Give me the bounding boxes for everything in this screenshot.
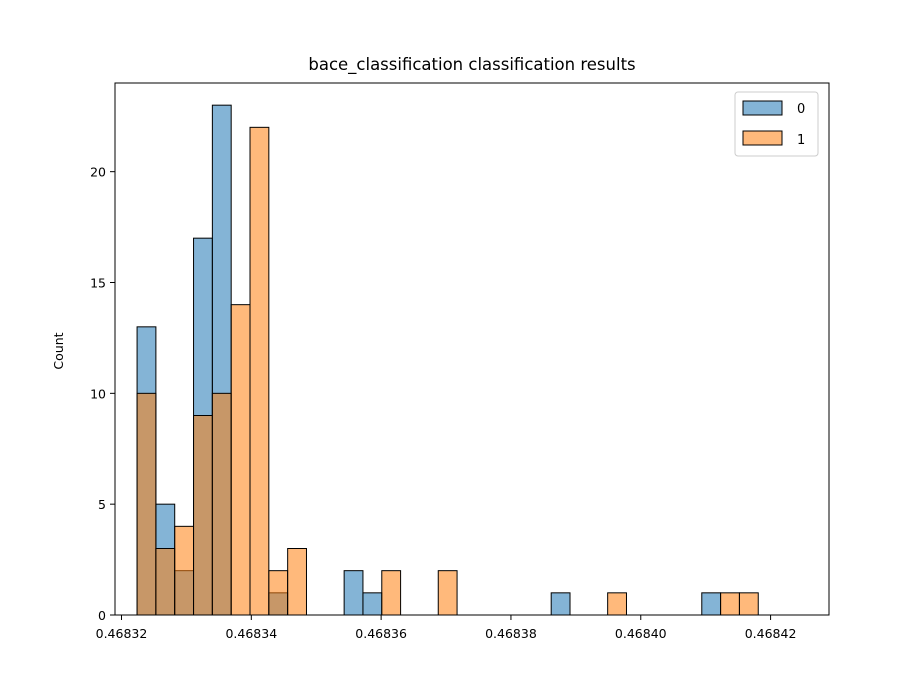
chart-title: bace_classification classification resul… <box>308 55 635 75</box>
bar-series-1-bin-31 <box>720 592 740 616</box>
bar-series-1-bin-16 <box>437 570 458 616</box>
x-tick-label: 0.46838 <box>485 626 537 641</box>
legend-swatch-0 <box>742 100 783 116</box>
x-axis: 0.46832 0.46834 0.46836 0.46838 0.46840 0.468… <box>96 615 797 641</box>
bar-series-0-bin-30 <box>701 592 722 616</box>
bar-series-0-bin-12 <box>362 592 383 616</box>
bar-series-1-bin-5 <box>230 304 251 616</box>
y-tick-label: 15 <box>90 276 106 291</box>
bar-series-1-bin-3 <box>193 415 213 616</box>
legend-swatch-1 <box>742 130 783 146</box>
y-tick-label: 5 <box>98 497 106 512</box>
bars-layer <box>136 104 759 616</box>
y-axis-label: Count <box>51 332 66 369</box>
bar-series-1-bin-0 <box>136 392 157 616</box>
bar-series-1-bin-1 <box>155 548 176 616</box>
bar-series-0-bin-22 <box>550 592 571 616</box>
y-tick-label: 0 <box>98 608 106 623</box>
x-tick-label: 0.46832 <box>96 626 148 641</box>
x-tick-label: 0.46840 <box>615 626 667 641</box>
y-tick-label: 10 <box>90 386 106 401</box>
legend: 0 1 <box>734 91 819 157</box>
y-tick-label: 20 <box>90 165 106 180</box>
plot-frame <box>114 82 830 616</box>
legend-label-1: 1 <box>797 133 805 148</box>
bar-series-1-bin-25 <box>607 592 627 616</box>
x-tick-label: 0.46842 <box>745 626 797 641</box>
bar-series-0-bin-11 <box>343 570 364 616</box>
x-tick-label: 0.46834 <box>225 626 277 641</box>
x-tick-label: 0.46836 <box>355 626 407 641</box>
bar-series-1-bin-7 <box>268 570 289 616</box>
bar-series-1-bin-2 <box>174 525 195 616</box>
bar-series-1-bin-4 <box>211 392 232 616</box>
y-axis: 0 5 10 15 20 <box>90 165 115 623</box>
bar-series-1-bin-32 <box>738 592 759 616</box>
bar-series-1-bin-8 <box>287 548 307 616</box>
bar-series-1-bin-6 <box>249 126 270 616</box>
legend-label-0: 0 <box>797 102 805 117</box>
bar-series-1-bin-13 <box>381 570 402 616</box>
